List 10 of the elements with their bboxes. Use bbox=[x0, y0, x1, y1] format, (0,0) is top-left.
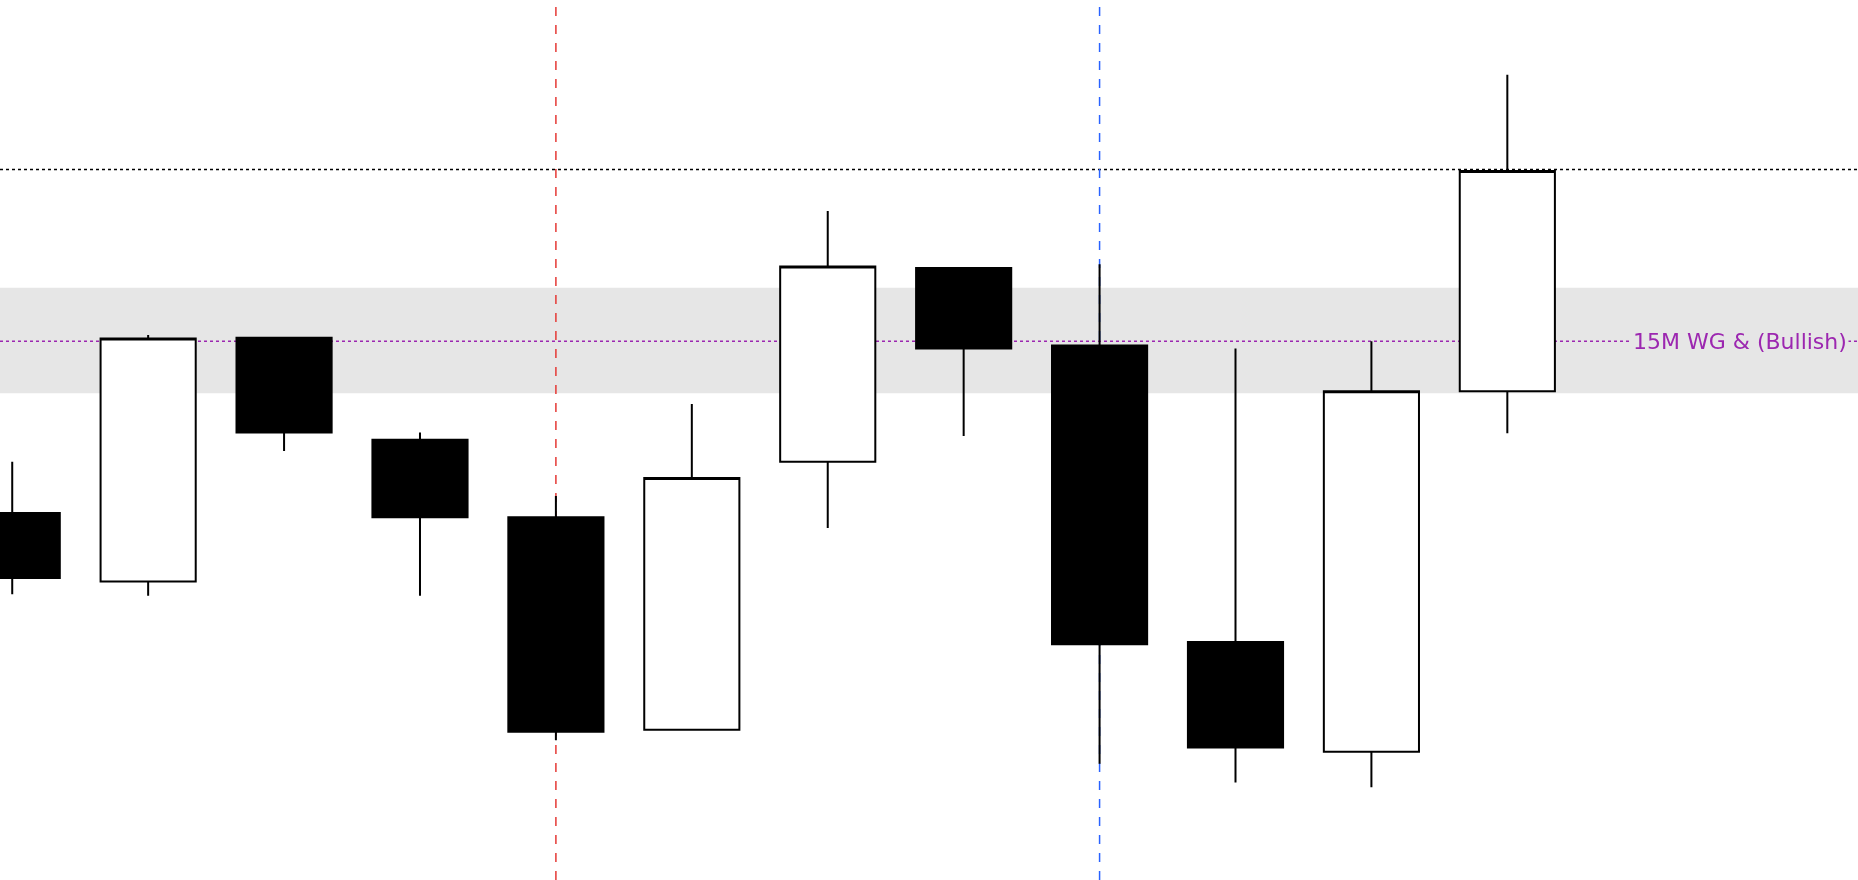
candlestick bbox=[1322, 340, 1420, 789]
ref-line-label: 15M WG & (Bullish) bbox=[1633, 329, 1847, 354]
candlestick bbox=[779, 209, 877, 529]
candlestick bbox=[99, 333, 197, 597]
candlestick bbox=[915, 266, 1013, 438]
candlestick bbox=[643, 403, 741, 731]
candlestick bbox=[371, 431, 469, 597]
candlestick bbox=[1186, 347, 1285, 784]
candlestick bbox=[507, 494, 605, 742]
candlestick bbox=[235, 336, 333, 453]
